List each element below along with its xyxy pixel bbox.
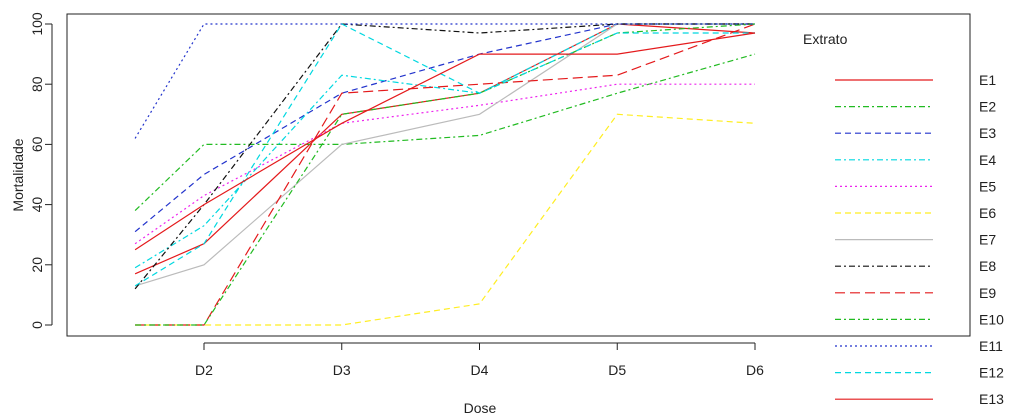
legend: Extrato E1 E2 E3 E4 E5 E6 E7 E8 E9 E10 E11 E12 E13 (803, 31, 1004, 407)
series-line-e7 (134, 23, 755, 287)
series-line-e9 (135, 23, 756, 326)
y-tick-label: 40 (29, 197, 45, 213)
x-tick-label: D4 (471, 362, 489, 378)
x-tick-label: D2 (195, 362, 213, 378)
y-axis: 0 20 40 60 80 100 (29, 12, 53, 329)
legend-label-e1: E1 (979, 72, 996, 88)
legend-label-e2: E2 (979, 99, 996, 115)
x-tick-label: D6 (746, 362, 764, 378)
series-line-e12 (134, 23, 755, 287)
x-axis-title: Dose (464, 400, 497, 416)
legend-label-e3: E3 (979, 125, 996, 141)
legend-label-e6: E6 (979, 205, 996, 221)
series-line-e8 (134, 23, 755, 290)
legend-label-e10: E10 (979, 311, 1004, 327)
plot-area (66, 13, 971, 337)
x-axis: D2 D3 D4 D5 D6 (195, 342, 764, 378)
series-line-e10 (135, 23, 756, 326)
series-line-e4 (134, 23, 755, 269)
legend-label-e7: E7 (979, 232, 996, 248)
series-line-e5 (134, 83, 755, 245)
y-tick-label: 100 (29, 12, 45, 36)
y-axis-title: Mortalidade (10, 138, 26, 211)
legend-label-e4: E4 (979, 152, 996, 168)
series-line-e1 (134, 23, 756, 275)
legend-title: Extrato (803, 31, 848, 47)
x-tick-label: D3 (333, 362, 351, 378)
series-line-e3 (134, 23, 755, 233)
series-lines (134, 23, 756, 326)
legend-label-e9: E9 (979, 285, 996, 301)
x-tick-label: D5 (608, 362, 626, 378)
legend-label-e8: E8 (979, 258, 996, 274)
legend-label-e5: E5 (979, 178, 996, 194)
y-tick-label: 60 (29, 136, 45, 152)
series-line-e6 (135, 113, 756, 326)
series-line-e11 (134, 23, 755, 139)
y-tick-label: 80 (29, 76, 45, 92)
legend-label-e13: E13 (979, 391, 1004, 407)
series-line-e2 (134, 53, 756, 212)
series-line-e13 (134, 32, 756, 251)
y-tick-label: 20 (29, 257, 45, 273)
y-tick-label: 0 (29, 321, 45, 329)
legend-label-e11: E11 (979, 338, 1003, 354)
legend-label-e12: E12 (979, 365, 1004, 381)
